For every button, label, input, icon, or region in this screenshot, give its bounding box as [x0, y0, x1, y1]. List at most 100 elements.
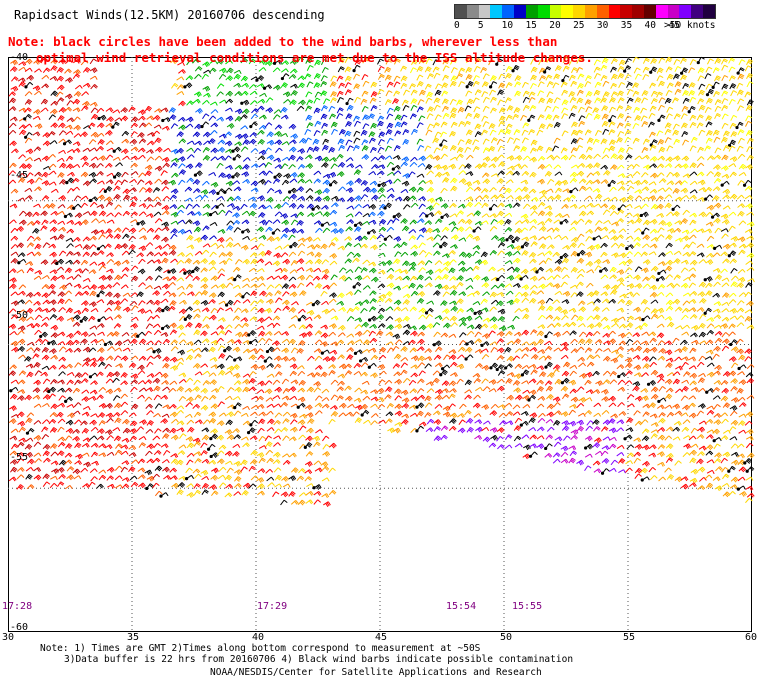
wind-barb: [586, 323, 595, 330]
wind-barb: [561, 107, 569, 114]
wind-barb: [90, 308, 99, 313]
wind-barb: [96, 483, 104, 489]
wind-barb: [713, 419, 722, 426]
wind-barb: [72, 186, 80, 192]
wind-barb: [218, 252, 226, 258]
wind-barb: [329, 157, 337, 162]
wind-barb: [162, 276, 171, 282]
wind-barb: [88, 395, 97, 401]
wind-barb: [521, 186, 529, 193]
wind-barb: [393, 178, 401, 184]
wind-barb: [288, 202, 297, 209]
wind-barb: [416, 284, 424, 290]
wind-barb: [353, 130, 361, 137]
wind-barb: [272, 459, 281, 465]
wind-barb: [490, 156, 499, 163]
wind-barb: [82, 101, 90, 107]
wind-barb: [681, 356, 689, 362]
wind-barb: [162, 433, 170, 439]
wind-barb: [306, 251, 315, 257]
wind-barb: [394, 421, 403, 427]
wind-barb: [386, 187, 395, 193]
wind-barb: [241, 436, 249, 441]
wind-barb: [490, 403, 499, 409]
wind-barb: [72, 410, 81, 415]
wind-barb: [410, 104, 418, 111]
wind-barb: [377, 181, 387, 188]
wind-barb: [311, 299, 321, 307]
wind-barb: [713, 324, 722, 329]
wind-barb: [144, 309, 153, 314]
wind-barb: [481, 202, 489, 209]
wind-barb: [58, 226, 67, 232]
wind-barb: [185, 116, 194, 123]
wind-barb: [144, 396, 153, 402]
wind-barb: [50, 324, 59, 331]
wind-barb: [361, 380, 370, 385]
wind-barb: [330, 202, 339, 208]
wind-barb: [42, 481, 51, 487]
wind-barb: [681, 361, 689, 368]
wind-barb: [154, 165, 163, 172]
wind-barb: [656, 404, 665, 410]
wind-barb: [433, 331, 441, 338]
wind-barb: [739, 491, 747, 497]
wind-barb: [545, 419, 554, 424]
wind-barb: [609, 436, 617, 442]
wind-barb: [561, 113, 569, 120]
wind-barb: [33, 157, 42, 162]
wind-barb: [121, 130, 130, 137]
wind-barb: [498, 325, 507, 332]
wind-barb: [434, 171, 443, 178]
wind-barb: [250, 187, 259, 193]
wind-barb: [593, 203, 602, 208]
wind-barb: [665, 457, 674, 463]
wind-barb: [89, 284, 98, 290]
wind-barb: [329, 282, 338, 288]
wind-barb: [419, 89, 426, 96]
wind-barb: [185, 219, 193, 225]
wind-barb: [257, 483, 265, 490]
wind-barb: [122, 155, 130, 161]
wind-barb: [169, 322, 177, 329]
wind-barb: [218, 317, 226, 323]
wind-barb: [416, 81, 424, 88]
wind-barb: [530, 74, 538, 81]
wind-barb: [90, 251, 98, 258]
wind-barb: [306, 483, 314, 488]
wind-barb: [673, 113, 681, 120]
wind-barb: [96, 290, 105, 298]
wind-barb: [449, 58, 457, 65]
wind-barb: [584, 465, 592, 471]
wind-barb: [657, 284, 666, 290]
wind-barb: [56, 411, 64, 418]
wind-barb: [49, 269, 58, 275]
wind-barb: [208, 115, 217, 121]
wind-barb: [496, 436, 504, 442]
wind-barb: [137, 115, 146, 121]
wind-barb: [114, 179, 122, 186]
wind-barb: [274, 139, 283, 146]
wind-barb: [320, 75, 328, 82]
wind-barb: [354, 417, 362, 424]
wind-barb: [648, 112, 656, 119]
wind-barb: [746, 137, 754, 144]
wind-barb: [586, 301, 595, 306]
wind-barb: [648, 121, 655, 128]
wind-barb: [697, 146, 705, 153]
wind-barb: [665, 305, 674, 312]
wind-barb: [226, 220, 234, 226]
wind-barb: [617, 97, 625, 104]
wind-barb: [354, 59, 362, 66]
wind-barb: [224, 173, 233, 180]
wind-barb: [272, 219, 281, 224]
wind-barb: [680, 67, 689, 75]
wind-barb: [122, 347, 131, 352]
wind-barb: [322, 211, 331, 218]
wind-barb: [241, 219, 250, 225]
wind-barb: [162, 195, 171, 202]
wind-barb: [217, 228, 226, 234]
wind-barb: [578, 362, 587, 368]
wind-barb: [554, 290, 563, 296]
wind-barb: [49, 75, 58, 81]
